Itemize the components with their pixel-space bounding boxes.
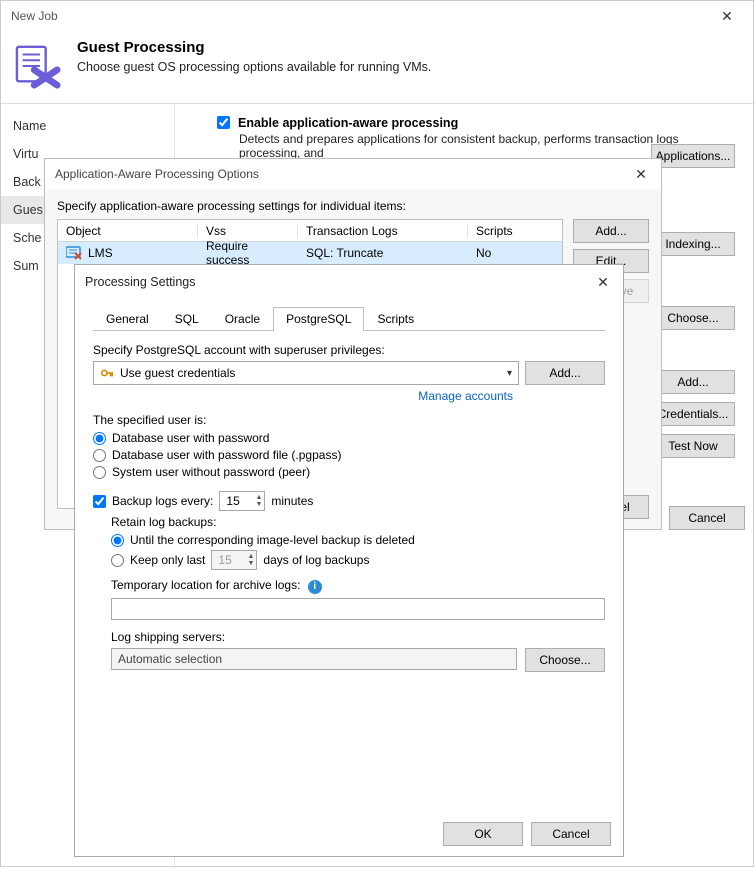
radio-db-pass-label: Database user with password: [112, 431, 269, 445]
tab-scripts[interactable]: Scripts: [364, 307, 427, 331]
tab-general[interactable]: General: [93, 307, 162, 331]
right-button-column: Applications... Indexing... Choose... Ad…: [651, 144, 743, 458]
acct-select[interactable]: Use guest credentials ▾: [93, 361, 519, 385]
radio-keep-last-label: Keep only last: [130, 553, 205, 567]
credentials-button[interactable]: Credentials...: [651, 402, 735, 426]
main-title: New Job: [11, 9, 58, 23]
radio-retain-until-label: Until the corresponding image-level back…: [130, 533, 415, 547]
chevron-down-icon: ▾: [507, 368, 512, 379]
test-now-button[interactable]: Test Now: [651, 434, 735, 458]
tab-oracle[interactable]: Oracle: [212, 307, 273, 331]
main-header-text: Guest Processing Choose guest OS process…: [77, 39, 431, 89]
ps-titlebar: Processing Settings ✕: [75, 265, 623, 299]
radio-retain-until[interactable]: [111, 534, 124, 547]
col-object[interactable]: Object: [58, 224, 198, 238]
radio-keep-last[interactable]: [111, 554, 124, 567]
backup-every-value[interactable]: 15 ▲▼: [219, 491, 265, 511]
close-icon[interactable]: ✕: [627, 160, 655, 188]
radio-db-pgpass-label: Database user with password file (.pgpas…: [112, 448, 341, 462]
processing-settings-window: Processing Settings ✕ General SQL Oracle…: [74, 264, 624, 857]
cell-scripts: No: [468, 246, 538, 260]
radio-db-pass[interactable]: [93, 432, 106, 445]
col-scripts[interactable]: Scripts: [468, 224, 538, 238]
manage-accounts-link[interactable]: Manage accounts: [93, 389, 605, 403]
opts-instruction: Specify application-aware processing set…: [57, 199, 649, 213]
choose-button[interactable]: Choose...: [651, 306, 735, 330]
temp-loc-label: Temporary location for archive logs:: [111, 578, 300, 592]
cell-vss: Require success: [198, 239, 298, 267]
retain-label: Retain log backups:: [111, 515, 605, 529]
acct-add-button[interactable]: Add...: [525, 361, 605, 385]
header-sub: Choose guest OS processing options avail…: [77, 60, 431, 74]
main-header: Guest Processing Choose guest OS process…: [1, 31, 753, 104]
ps-cancel-button[interactable]: Cancel: [531, 822, 611, 846]
backup-every-checkbox[interactable]: [93, 495, 106, 508]
header-title: Guest Processing: [77, 39, 431, 56]
close-icon[interactable]: ✕: [589, 268, 617, 296]
backup-every-unit: minutes: [271, 494, 313, 508]
tab-sql[interactable]: SQL: [162, 307, 212, 331]
main-titlebar: New Job ✕: [1, 1, 753, 31]
enable-aap-checkbox[interactable]: [217, 116, 230, 129]
acct-value: Use guest credentials: [120, 366, 235, 380]
cell-tlogs: SQL: Truncate: [298, 246, 468, 260]
ps-ok-button[interactable]: OK: [443, 822, 523, 846]
guest-processing-icon: [15, 43, 61, 89]
grid-header: Object Vss Transaction Logs Scripts: [58, 220, 562, 242]
enable-aap-label: Enable application-aware processing: [238, 116, 458, 130]
add-button[interactable]: Add...: [651, 370, 735, 394]
keep-last-value: 15 ▲▼: [211, 550, 257, 570]
main-cancel-button[interactable]: Cancel: [669, 506, 745, 530]
col-tlogs[interactable]: Transaction Logs: [298, 224, 468, 238]
applications-button[interactable]: Applications...: [651, 144, 735, 168]
sidebar-item-name[interactable]: Name: [1, 112, 174, 140]
opts-titlebar: Application-Aware Processing Options ✕: [45, 159, 661, 189]
tab-postgresql[interactable]: PostgreSQL: [273, 307, 364, 331]
radio-db-pgpass[interactable]: [93, 449, 106, 462]
opts-title: Application-Aware Processing Options: [55, 167, 259, 181]
close-icon[interactable]: ✕: [707, 2, 747, 30]
info-icon[interactable]: i: [308, 580, 322, 594]
cell-object: LMS: [88, 246, 113, 260]
table-row[interactable]: LMS Require success SQL: Truncate No: [58, 242, 562, 264]
log-ship-label: Log shipping servers:: [111, 630, 605, 644]
temp-loc-input[interactable]: [111, 598, 605, 620]
ps-tabs: General SQL Oracle PostgreSQL Scripts: [93, 307, 605, 331]
key-icon: [100, 366, 114, 380]
ps-title: Processing Settings: [85, 275, 195, 289]
spinner-icon: ▲▼: [247, 553, 254, 567]
spinner-icon[interactable]: ▲▼: [255, 494, 262, 508]
log-ship-value: Automatic selection: [111, 648, 517, 670]
radio-sys-peer-label: System user without password (peer): [112, 465, 310, 479]
indexing-button[interactable]: Indexing...: [651, 232, 735, 256]
radio-sys-peer[interactable]: [93, 466, 106, 479]
vm-icon: [66, 246, 82, 260]
acct-label: Specify PostgreSQL account with superuse…: [93, 343, 605, 357]
keep-last-unit: days of log backups: [263, 553, 369, 567]
backup-every-label: Backup logs every:: [112, 494, 213, 508]
col-vss[interactable]: Vss: [198, 224, 298, 238]
spec-user-label: The specified user is:: [93, 413, 605, 427]
log-ship-choose-button[interactable]: Choose...: [525, 648, 605, 672]
grid-add-button[interactable]: Add...: [573, 219, 649, 243]
